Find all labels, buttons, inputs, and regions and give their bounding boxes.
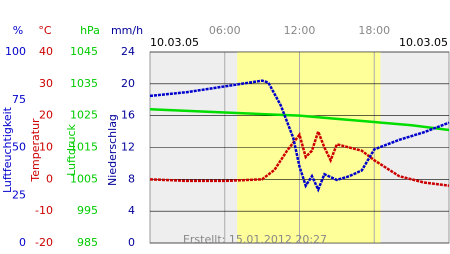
y-tick-label: 0 — [46, 172, 53, 185]
axis-label: Temperatur — [29, 118, 42, 183]
axis-label: Luftdruck — [65, 123, 78, 175]
y-tick-label: 50 — [12, 141, 26, 154]
y-tick-label: 25 — [12, 188, 26, 201]
axis-unit: hPa — [80, 24, 100, 37]
y-tick-label: 4 — [128, 204, 135, 217]
axis-label: Luftfeuchtigkeit — [1, 106, 14, 193]
y-tick-label: 24 — [121, 45, 135, 58]
y-tick-label: 40 — [39, 45, 53, 58]
y-tick-label: 1015 — [70, 141, 98, 154]
axis-unit: mm/h — [111, 24, 143, 37]
y-tick-label: 16 — [121, 109, 135, 122]
data-line — [149, 79, 450, 193]
y-tick-label: 1045 — [70, 45, 98, 58]
y-tick-label: 0 — [19, 236, 26, 249]
data-line — [149, 108, 450, 132]
y-tick-label: 985 — [77, 236, 98, 249]
y-tick-label: 1025 — [70, 109, 98, 122]
axis-unit: °C — [38, 24, 52, 37]
y-tick-label: 995 — [77, 204, 98, 217]
footer: Erstellt: 15.01.2012 20:27 — [183, 233, 327, 246]
y-tick-label: 1005 — [70, 172, 98, 185]
y-tick-label: 8 — [128, 172, 135, 185]
axis-label: Niederschlag — [106, 114, 119, 186]
y-tick-label: 12 — [121, 141, 135, 154]
data-line — [149, 127, 450, 187]
x-tick-label: 06:00 — [209, 24, 241, 37]
y-tick-label: 20 — [121, 77, 135, 90]
y-tick-label: 30 — [39, 77, 53, 90]
date-right: 10.03.05 — [399, 36, 448, 49]
y-tick-label: 10 — [39, 141, 53, 154]
y-tick-label: 1035 — [70, 77, 98, 90]
y-tick-label: 100 — [5, 45, 26, 58]
date-left: 10.03.05 — [150, 36, 199, 49]
axis-unit: % — [13, 24, 23, 37]
y-tick-label: -10 — [35, 204, 53, 217]
x-tick-label: 18:00 — [358, 24, 390, 37]
y-tick-label: 75 — [12, 93, 26, 106]
y-tick-label: 20 — [39, 109, 53, 122]
y-tick-label: 0 — [128, 236, 135, 249]
x-tick-label: 12:00 — [284, 24, 316, 37]
y-tick-label: -20 — [35, 236, 53, 249]
